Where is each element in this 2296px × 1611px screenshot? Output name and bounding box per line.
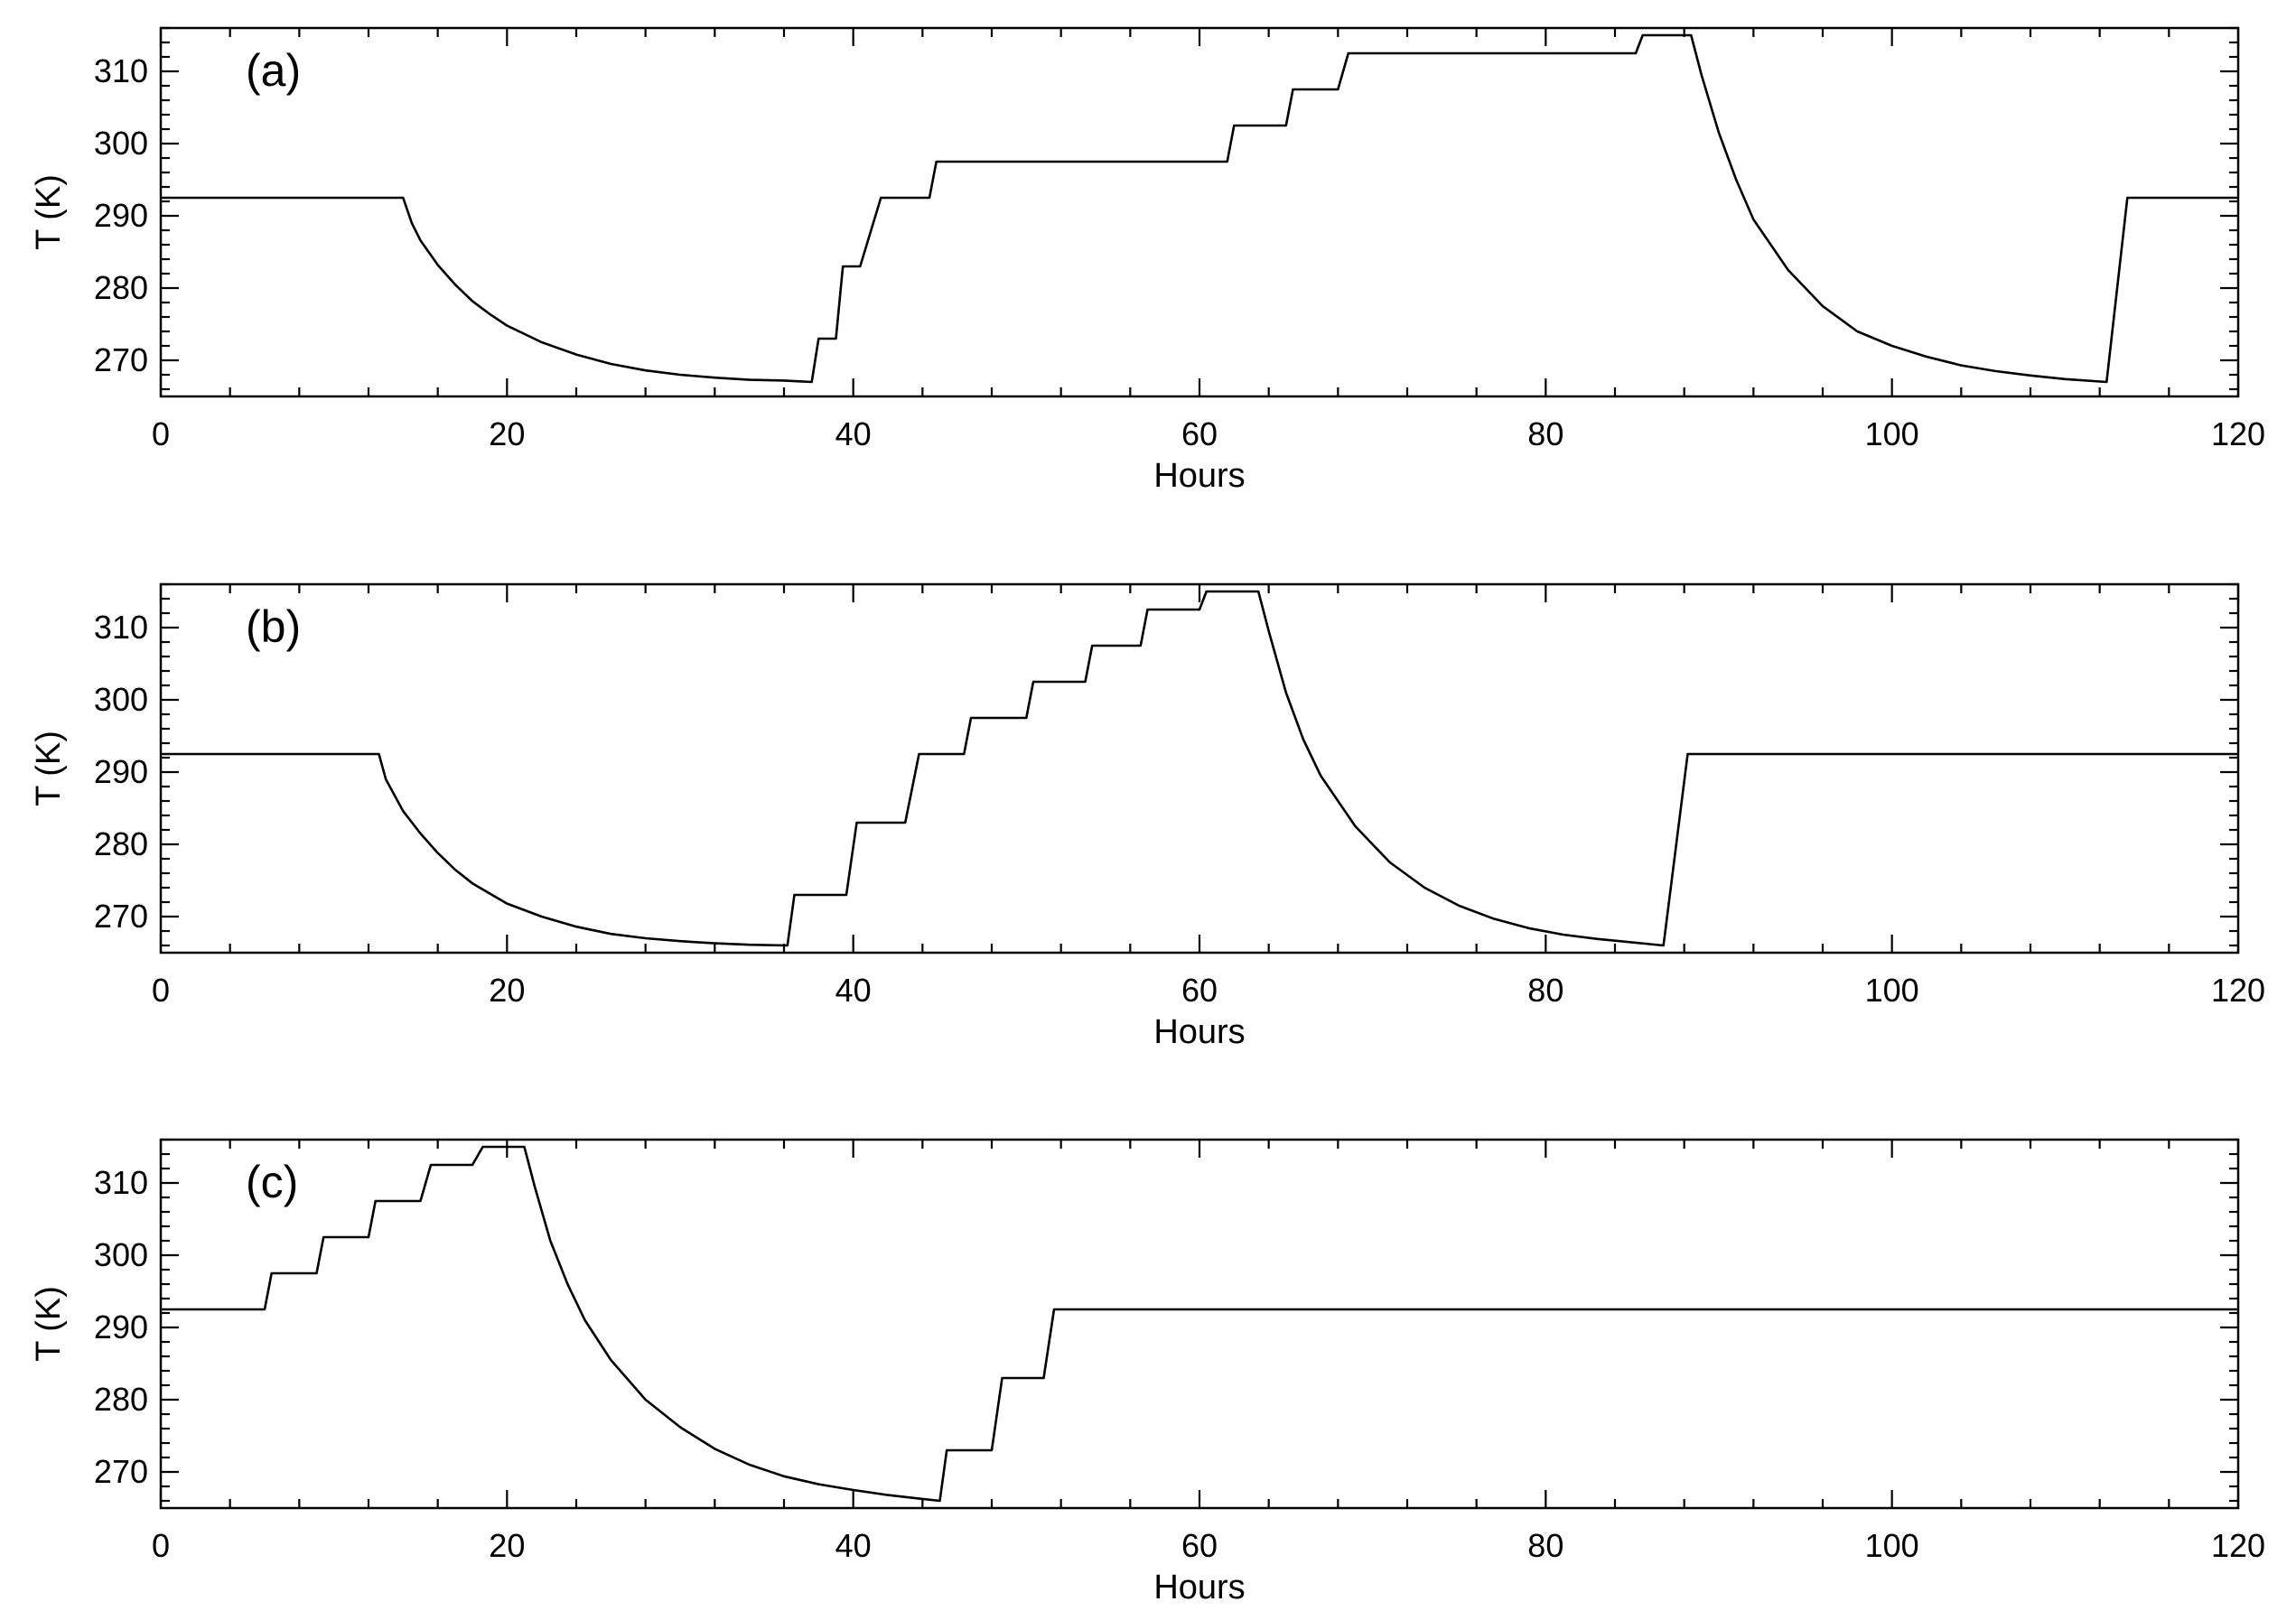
x-tick-label: 60: [1181, 415, 1218, 452]
x-tick-label: 120: [2211, 972, 2265, 1009]
x-tick-label: 60: [1181, 1527, 1218, 1564]
chart-panel-3: 0 20 40 60 80 100 120 270 280 290 300 310 Hours T (K)…: [30, 1138, 2265, 1606]
panel-label: (a): [246, 45, 301, 96]
x-tick-label: 60: [1181, 972, 1218, 1009]
x-tick-label: 20: [489, 1527, 525, 1564]
y-tick-label: 310: [94, 52, 148, 89]
y-tick-label: 290: [94, 753, 148, 790]
y-tick-label: 300: [94, 125, 148, 162]
x-tick-label: 120: [2211, 415, 2265, 452]
chart-panel-1: 0 20 40 60 80 100 120 270 280 290 300 310 Hours T (K)…: [30, 26, 2265, 495]
x-tick-label: 20: [489, 415, 525, 452]
y-tick-label: 300: [94, 1236, 148, 1273]
panel-label: (b): [246, 601, 301, 652]
x-tick-label: 40: [835, 972, 872, 1009]
y-tick-label: 270: [94, 1453, 148, 1490]
x-tick-label: 80: [1527, 1527, 1563, 1564]
y-axis-title: T (K): [30, 1286, 68, 1362]
x-tick-label: 0: [152, 1527, 170, 1564]
y-tick-label: 280: [94, 825, 148, 862]
x-axis-title: Hours: [1153, 457, 1245, 495]
chart-panel-2: 0 20 40 60 80 100 120 270 280 290 300 310 Hours T (K)…: [30, 582, 2265, 1051]
x-tick-label: 100: [1865, 415, 1919, 452]
x-axis-title: Hours: [1153, 1013, 1245, 1051]
plot-frame: [159, 26, 2240, 398]
x-tick-label: 40: [835, 415, 872, 452]
x-tick-label: 80: [1527, 972, 1563, 1009]
y-tick-label: 310: [94, 609, 148, 646]
x-axis-title: Hours: [1153, 1569, 1245, 1606]
plot-frame: [159, 1138, 2240, 1510]
y-tick-label: 290: [94, 1308, 148, 1346]
y-tick-label: 280: [94, 1381, 148, 1418]
y-axis-title: T (K): [30, 731, 68, 806]
x-tick-label: 120: [2211, 1527, 2265, 1564]
x-tick-label: 40: [835, 1527, 872, 1564]
temperature-series-line: [161, 1145, 2238, 1503]
y-tick-label: 300: [94, 681, 148, 718]
x-tick-label: 80: [1527, 415, 1563, 452]
x-tick-label: 100: [1865, 972, 1919, 1009]
x-tick-label: 0: [152, 972, 170, 1009]
temperature-series-line: [161, 33, 2238, 384]
y-tick-label: 270: [94, 341, 148, 378]
temperature-series-line: [161, 590, 2238, 947]
x-tick-label: 100: [1865, 1527, 1919, 1564]
chart-panels: 0 20 40 60 80 100 120 270 280 290 300 310 Hours T (K)…: [30, 26, 2265, 1606]
panel-label: (c): [246, 1157, 298, 1207]
y-axis-title: T (K): [30, 174, 68, 250]
x-tick-label: 0: [152, 415, 170, 452]
x-tick-label: 20: [489, 972, 525, 1009]
y-tick-label: 290: [94, 197, 148, 234]
y-tick-label: 280: [94, 269, 148, 306]
y-tick-label: 310: [94, 1164, 148, 1201]
y-tick-label: 270: [94, 898, 148, 935]
plot-frame: [159, 582, 2240, 954]
